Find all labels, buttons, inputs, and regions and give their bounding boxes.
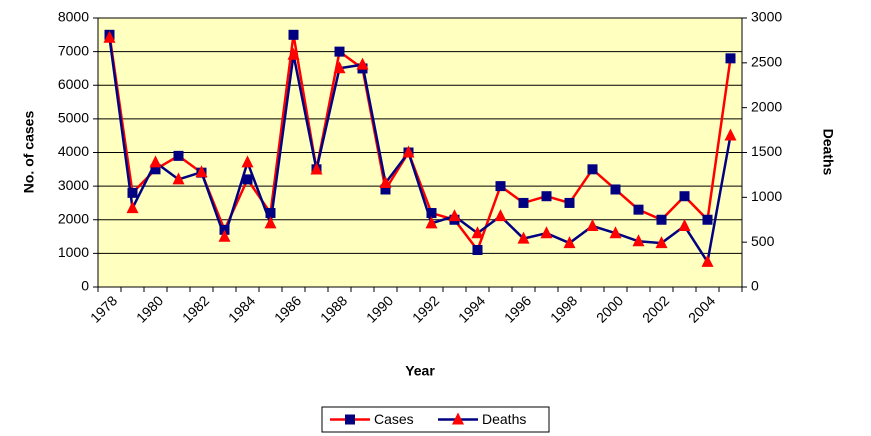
marker-triangle (333, 61, 346, 74)
x-tick-label: 1994 (455, 292, 488, 325)
series-line (108, 37, 732, 266)
marker-square (541, 191, 552, 202)
marker-triangle (126, 201, 139, 214)
x-tick-label: 1996 (501, 292, 534, 325)
marker-square (426, 208, 437, 219)
x-tick-label: 2004 (685, 292, 718, 325)
marker-triangle (310, 162, 323, 175)
y2-tick-label: 2000 (751, 98, 782, 114)
y-tick-label: 5000 (58, 110, 89, 126)
y-tick-label: 6000 (58, 76, 89, 92)
marker-triangle (701, 254, 714, 267)
y-tick-label: 1000 (58, 244, 89, 260)
marker-triangle (563, 236, 576, 249)
x-tick-label: 1978 (87, 292, 120, 325)
x-tick-label: 1992 (409, 292, 442, 325)
marker-square (472, 245, 483, 256)
y-tick-label: 7000 (58, 42, 89, 58)
marker-square (127, 187, 138, 198)
marker-triangle (655, 236, 668, 249)
marker-triangle (609, 226, 622, 239)
legend-label: Cases (374, 411, 414, 427)
marker-triangle (471, 226, 484, 239)
y2-tick-label: 500 (751, 233, 775, 249)
y-tick-label: 8000 (58, 9, 89, 25)
x-axis-title: Year (405, 363, 435, 379)
x-tick-label: 1980 (133, 292, 166, 325)
marker-triangle (678, 219, 691, 232)
marker-square (265, 208, 276, 219)
marker-triangle (448, 209, 461, 222)
x-tick-label: 2002 (639, 292, 672, 325)
marker-square (495, 181, 506, 192)
y-axis-title: No. of cases (21, 111, 37, 194)
marker-triangle (264, 216, 277, 229)
x-tick-label: 2000 (593, 292, 626, 325)
marker-square (334, 46, 345, 57)
marker-triangle (379, 175, 392, 188)
marker-triangle (103, 30, 116, 43)
marker-square (173, 150, 184, 161)
marker-square (679, 191, 690, 202)
marker-triangle (402, 145, 415, 158)
marker-square (725, 53, 736, 64)
marker-triangle (632, 234, 645, 247)
x-tick-label: 1986 (271, 292, 304, 325)
y-tick-label: 0 (81, 278, 89, 294)
marker-square (242, 174, 253, 185)
x-tick-label: 1990 (363, 292, 396, 325)
y2-axis-title: Deaths (820, 129, 836, 176)
y2-tick-label: 1000 (751, 188, 782, 204)
marker-square (380, 184, 391, 195)
y2-tick-label: 1500 (751, 143, 782, 159)
y-tick-label: 4000 (58, 143, 89, 159)
marker-square (150, 164, 161, 175)
marker-square (518, 197, 529, 208)
marker-square (702, 214, 713, 225)
marker-triangle (172, 172, 185, 185)
y2-tick-label: 3000 (751, 9, 782, 25)
marker-triangle (452, 412, 464, 425)
y-tick-label: 2000 (58, 210, 89, 226)
marker-triangle (586, 219, 599, 232)
marker-triangle (425, 216, 438, 229)
marker-square (587, 164, 598, 175)
marker-triangle (724, 128, 737, 141)
marker-triangle (517, 231, 530, 244)
x-tick-label: 1988 (317, 292, 350, 325)
marker-triangle (287, 47, 300, 60)
marker-square (633, 204, 644, 215)
marker-square (610, 184, 621, 195)
marker-triangle (241, 155, 254, 168)
legend-label: Deaths (482, 411, 526, 427)
x-tick-label: 1982 (179, 292, 212, 325)
marker-square (656, 214, 667, 225)
marker-triangle (494, 209, 507, 222)
marker-triangle (540, 226, 553, 239)
marker-square (345, 414, 355, 425)
marker-square (288, 29, 299, 40)
marker-triangle (149, 155, 162, 168)
marker-triangle (356, 57, 369, 70)
marker-triangle (195, 165, 208, 178)
y2-tick-label: 2500 (751, 54, 782, 70)
y2-tick-label: 0 (751, 278, 759, 294)
marker-square (564, 197, 575, 208)
marker-triangle (218, 229, 231, 242)
x-tick-label: 1984 (225, 292, 258, 325)
x-tick-label: 1998 (547, 292, 580, 325)
y-tick-label: 3000 (58, 177, 89, 193)
